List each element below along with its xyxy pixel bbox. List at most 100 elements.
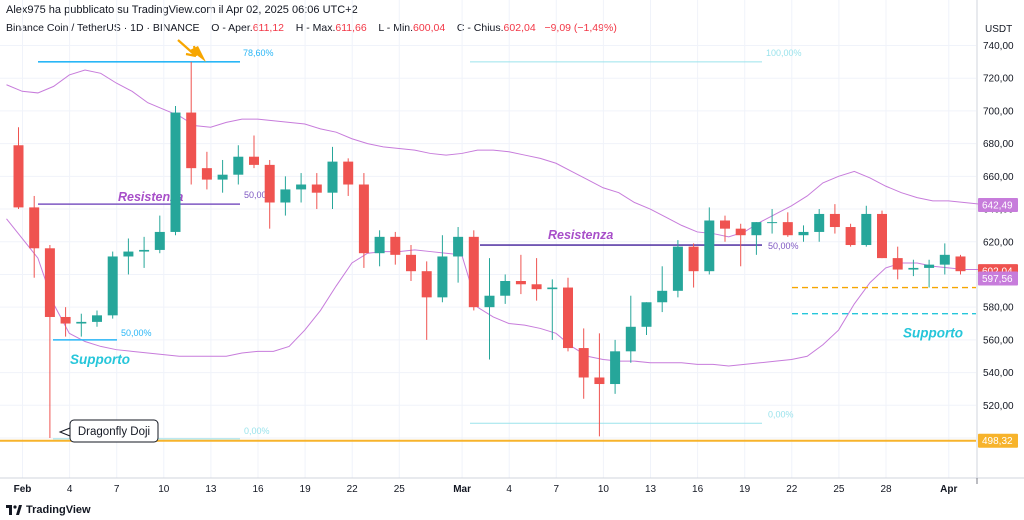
candle-body[interactable]	[374, 236, 385, 254]
candle-body[interactable]	[735, 228, 746, 236]
open-value: 611,12	[252, 22, 285, 34]
candle-body[interactable]	[437, 256, 448, 298]
support-label-2: Supporto	[903, 326, 963, 341]
candle-body[interactable]	[547, 287, 558, 290]
x-tick-label: 4	[67, 484, 73, 495]
candle-body[interactable]	[610, 351, 621, 385]
candle-body[interactable]	[814, 213, 825, 232]
close-label: C - Chius.	[456, 22, 504, 34]
candle-body[interactable]	[531, 284, 542, 290]
x-tick-label: 16	[692, 484, 704, 495]
candle-body[interactable]	[76, 321, 87, 324]
candle-body[interactable]	[421, 271, 432, 298]
fib-50-label-1: 50,00%	[244, 190, 275, 200]
price-label-tag	[978, 271, 1018, 286]
candle-body[interactable]	[311, 184, 322, 193]
candle-body[interactable]	[249, 156, 259, 165]
price-label-text: 597,56	[982, 274, 1013, 285]
candle-body[interactable]	[139, 249, 150, 252]
candle-body[interactable]	[924, 264, 935, 268]
candle-body[interactable]	[892, 258, 903, 270]
symbol-label: Binance Coin / TetherUS · 1D · BINANCE	[6, 22, 200, 34]
y-tick-label: 680,00	[983, 139, 1014, 150]
candle-body[interactable]	[280, 189, 291, 203]
low-value: 600,04	[413, 22, 446, 34]
candle-body[interactable]	[327, 161, 338, 193]
x-tick-label: 19	[300, 484, 312, 495]
candle-body[interactable]	[955, 256, 966, 272]
x-tick-label: 7	[114, 484, 120, 495]
x-tick-label: 28	[880, 484, 892, 495]
candle-body[interactable]	[343, 161, 354, 185]
candle-body[interactable]	[939, 254, 950, 265]
candle-body[interactable]	[468, 236, 479, 308]
bollinger-lower	[6, 218, 980, 367]
x-tick-label: 13	[205, 484, 217, 495]
candle-body[interactable]	[782, 222, 793, 236]
y-tick-label: 560,00	[983, 335, 1014, 346]
candle-body[interactable]	[861, 213, 872, 246]
x-tick-label: Apr	[940, 484, 957, 495]
x-tick-label: 22	[786, 484, 798, 495]
x-tick-label: Feb	[14, 484, 32, 495]
candle-body[interactable]	[107, 256, 118, 316]
candle-body[interactable]	[704, 220, 715, 272]
resistance-label-1: Resistenza	[118, 190, 183, 204]
candle-body[interactable]	[563, 287, 573, 349]
candle-body[interactable]	[264, 164, 275, 203]
candle-body[interactable]	[908, 267, 919, 270]
price-label-tag	[978, 433, 1018, 448]
candle-body[interactable]	[625, 326, 636, 352]
x-tick-label: 19	[739, 484, 751, 495]
y-tick-label: 540,00	[983, 368, 1014, 379]
candle-body[interactable]	[578, 348, 589, 378]
candle-body[interactable]	[390, 236, 401, 255]
candle-body[interactable]	[217, 174, 228, 180]
x-tick-label: 25	[833, 484, 845, 495]
candle-body[interactable]	[170, 112, 181, 232]
candle-body[interactable]	[767, 222, 778, 224]
candle-body[interactable]	[484, 295, 495, 308]
y-tick-label: 720,00	[983, 74, 1014, 85]
candle-body[interactable]	[672, 246, 683, 291]
candle-body[interactable]	[358, 184, 369, 254]
candle-body[interactable]	[641, 302, 652, 327]
ohlc-legend: Binance Coin / TetherUS · 1D · BINANCE O…	[6, 22, 617, 34]
candle-body[interactable]	[29, 207, 40, 249]
candle-body[interactable]	[453, 236, 464, 257]
high-value: 611,66	[335, 22, 367, 34]
doji-callout-pointer	[58, 427, 71, 437]
candle-body[interactable]	[123, 251, 134, 257]
fib-0-label-1b: 0,00%	[244, 426, 270, 436]
published-by-line: Alex975 ha pubblicato su TradingView.com…	[6, 4, 358, 16]
candle-body[interactable]	[798, 231, 809, 236]
candle-body[interactable]	[845, 227, 856, 246]
candle-body[interactable]	[13, 145, 24, 208]
candle-body[interactable]	[594, 377, 605, 385]
candle-body[interactable]	[186, 112, 197, 169]
fib-0-label-2: 0,00%	[768, 409, 794, 419]
candle-body[interactable]	[829, 213, 840, 228]
candle-body[interactable]	[877, 213, 887, 259]
fib-50-label-2: 50,00%	[768, 241, 799, 251]
candle-body[interactable]	[688, 246, 699, 272]
candle-body[interactable]	[406, 254, 416, 272]
candle-body[interactable]	[500, 281, 511, 296]
candle-body[interactable]	[201, 168, 212, 180]
tradingview-logo-icon	[6, 505, 22, 515]
candle-body[interactable]	[751, 222, 762, 236]
y-tick-label: 620,00	[983, 237, 1014, 248]
candle-body[interactable]	[515, 281, 526, 285]
brand-name: TradingView	[26, 504, 91, 516]
candle-body[interactable]	[720, 220, 730, 229]
candle-body[interactable]	[60, 316, 71, 324]
tradingview-brand: TradingView	[6, 504, 91, 516]
candle-body[interactable]	[154, 231, 165, 250]
candle-body[interactable]	[296, 184, 307, 190]
candle-body[interactable]	[233, 156, 244, 175]
candle-body[interactable]	[92, 315, 102, 322]
y-tick-label: 700,00	[983, 106, 1014, 117]
candle-body[interactable]	[44, 248, 55, 317]
candle-body[interactable]	[657, 290, 668, 303]
